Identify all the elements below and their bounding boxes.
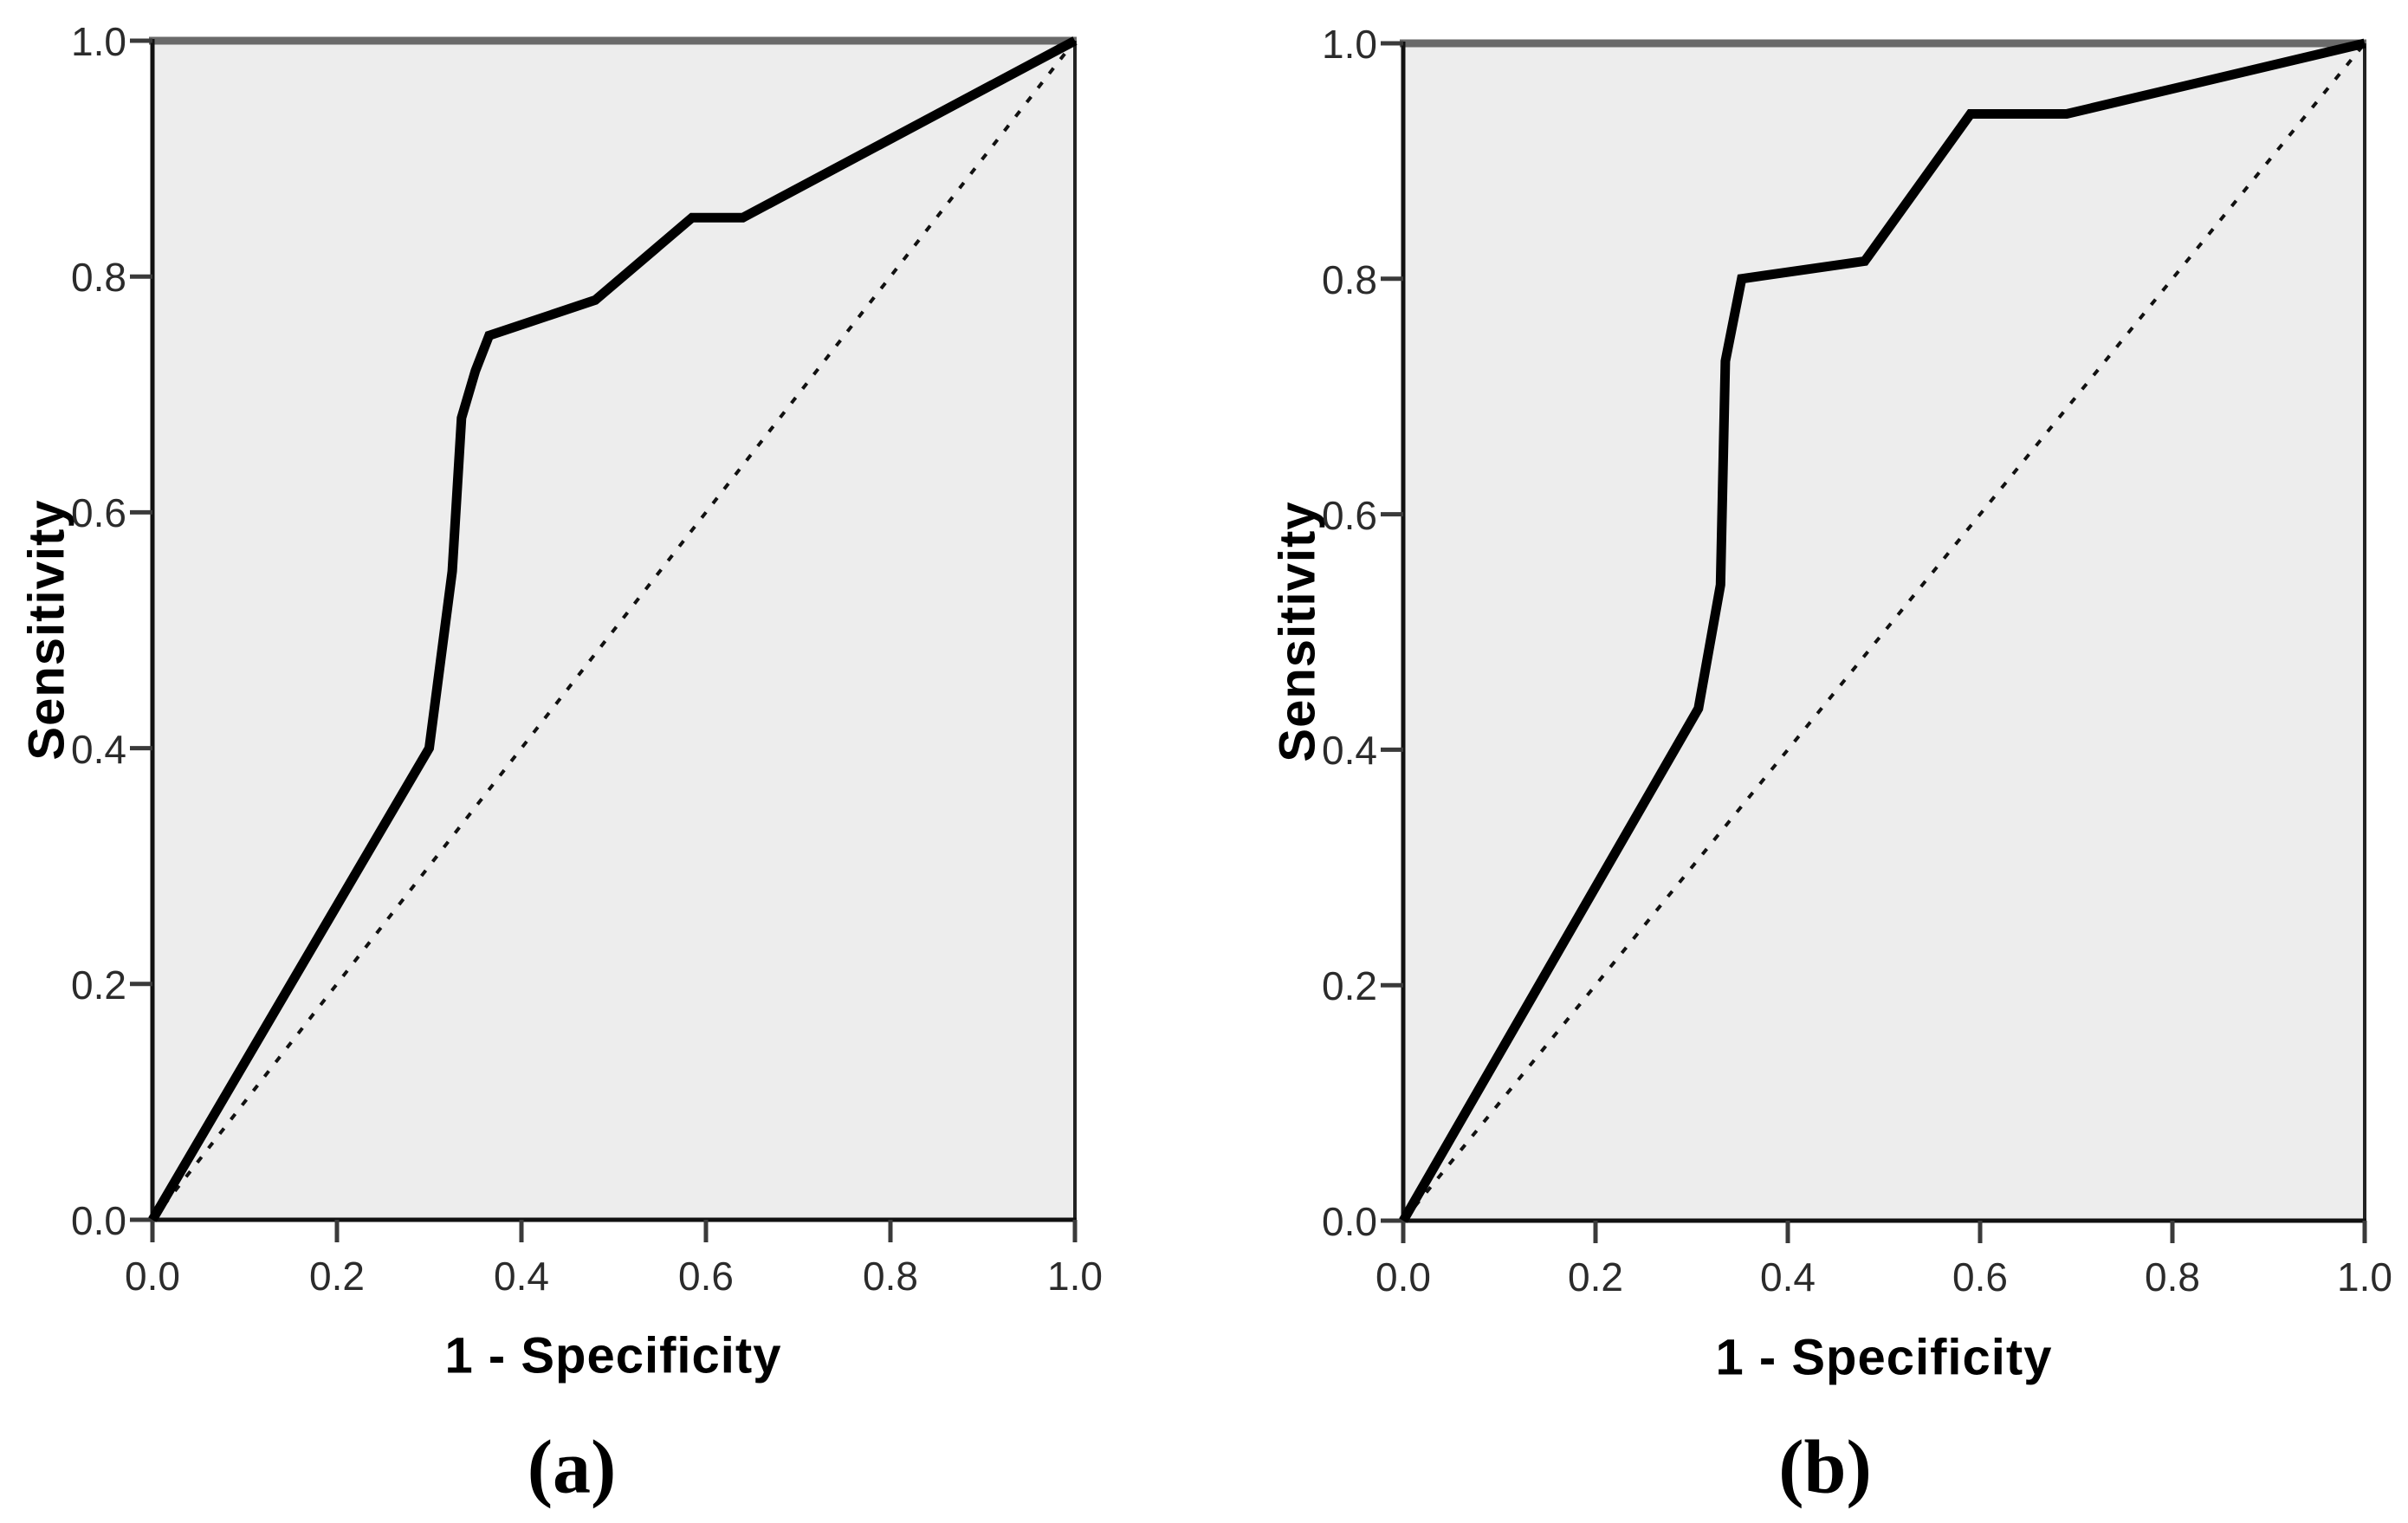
x-tick-label: 0.6 bbox=[678, 1254, 734, 1299]
x-tick-label: 1.0 bbox=[1047, 1254, 1103, 1299]
x-tick-label: 0.2 bbox=[1568, 1254, 1623, 1299]
y-tick-label: 0.8 bbox=[71, 255, 126, 301]
panel-caption-b: (b) bbox=[1778, 1425, 1872, 1510]
roc-curve bbox=[1399, 38, 2366, 1223]
x-tick-label: 1.0 bbox=[2337, 1254, 2392, 1299]
y-tick-label: 0.6 bbox=[1322, 492, 1377, 538]
roc-plot-b bbox=[1381, 38, 2367, 1243]
y-tick-label: 0.6 bbox=[71, 490, 126, 536]
y-tick-label: 0.4 bbox=[1322, 728, 1377, 774]
panel-caption-a: (a) bbox=[527, 1425, 617, 1510]
y-tick-label: 1.0 bbox=[1322, 22, 1377, 67]
y-axis-title: Sensitivity bbox=[1269, 501, 1326, 762]
x-axis-title: 1 - Specificity bbox=[444, 1327, 782, 1384]
x-tick-label: 0.8 bbox=[2145, 1254, 2200, 1299]
y-tick-label: 0.0 bbox=[71, 1198, 126, 1243]
x-tick-label: 0.2 bbox=[309, 1254, 365, 1299]
x-tick-label: 0.0 bbox=[125, 1254, 180, 1299]
x-tick-label: 0.4 bbox=[494, 1254, 549, 1299]
x-axis-title: 1 - Specificity bbox=[1715, 1329, 2053, 1386]
x-tick-label: 0.8 bbox=[863, 1254, 918, 1299]
x-tick-label: 0.4 bbox=[1760, 1254, 1816, 1299]
x-tick-label: 0.6 bbox=[1952, 1254, 2008, 1299]
y-tick-label: 0.0 bbox=[1322, 1199, 1377, 1244]
y-tick-label: 0.8 bbox=[1322, 256, 1377, 302]
x-tick-label: 0.0 bbox=[1376, 1254, 1431, 1299]
roc-panel-a: Sensitivity 1 - Specificity (a) 0.0 0.0 0.… bbox=[18, 19, 1103, 1510]
y-tick-label: 0.2 bbox=[71, 962, 126, 1008]
y-tick-label: 1.0 bbox=[71, 19, 126, 64]
roc-curve bbox=[148, 36, 1078, 1222]
y-tick-label: 0.4 bbox=[71, 726, 126, 772]
y-axis-title: Sensitivity bbox=[18, 499, 75, 761]
roc-plot-a bbox=[130, 36, 1078, 1242]
roc-panel-b: Sensitivity 1 - Specificity (b) 0.0 0.0 0.… bbox=[1204, 0, 2408, 1523]
y-tick-label: 0.2 bbox=[1322, 963, 1377, 1009]
reference-diagonal-line bbox=[151, 39, 1077, 1222]
